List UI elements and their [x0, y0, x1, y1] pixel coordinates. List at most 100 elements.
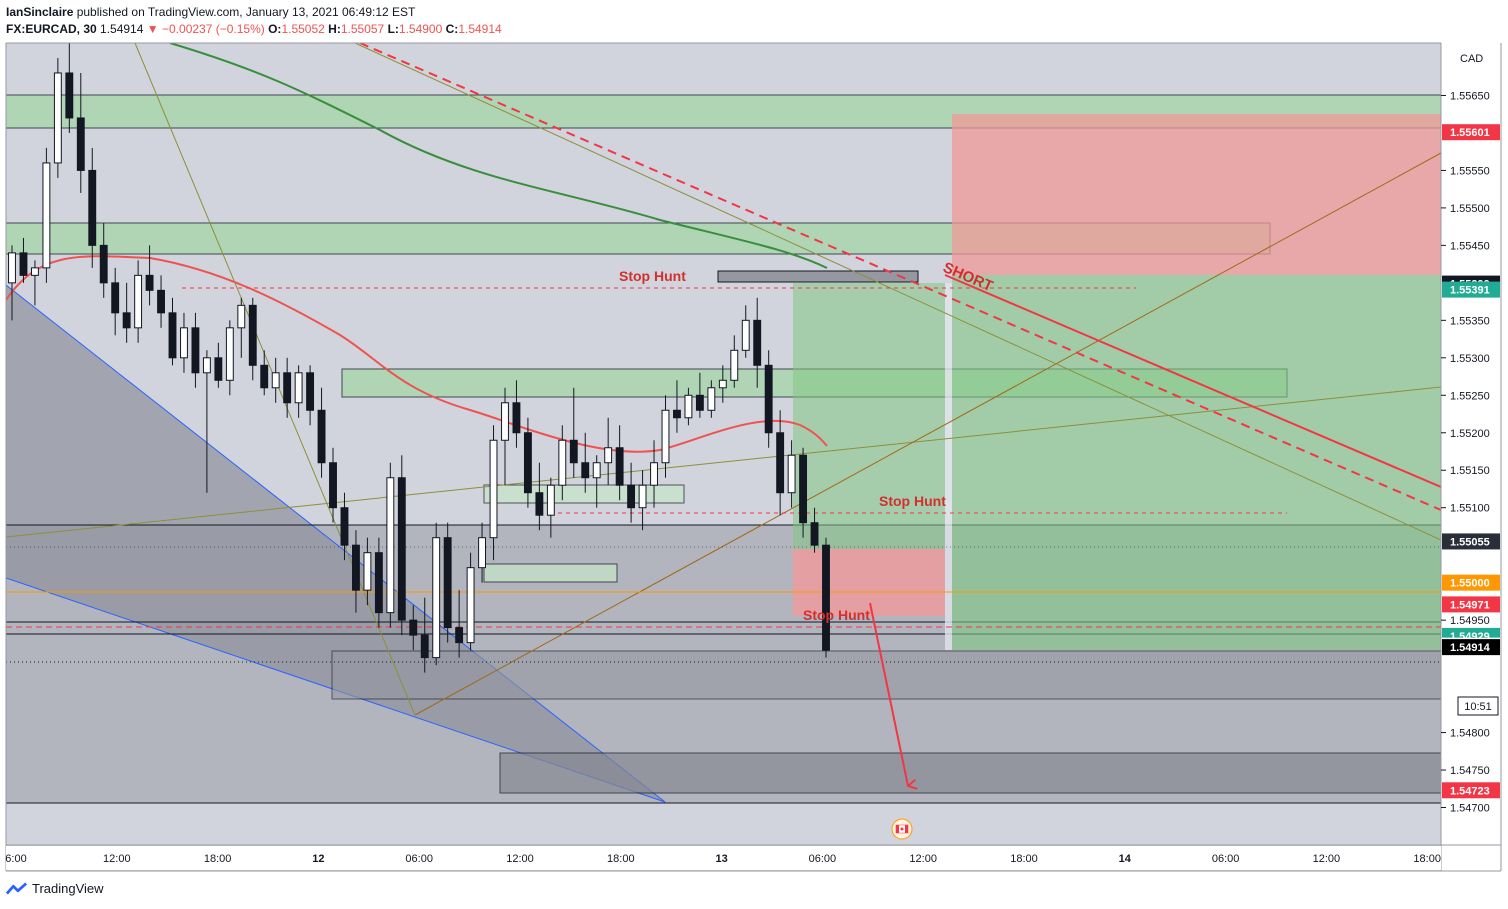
y-tick-label: 1.55350 [1450, 315, 1490, 327]
candle-down [191, 327, 200, 374]
candle-down [443, 537, 452, 629]
candle-down [397, 477, 406, 621]
x-tick-label: 06:00 [1212, 853, 1240, 865]
y-tick-label: 1.55100 [1450, 503, 1490, 515]
candle-down [455, 627, 464, 644]
x-tick-label: 12:00 [909, 853, 937, 865]
candle-up [8, 252, 16, 284]
candle-up [638, 484, 647, 509]
publish-line: IanSinclaire published on TradingView.co… [6, 5, 415, 19]
price-change: −0.00237 (−0.15%) [162, 22, 265, 36]
trendline-red-solid [944, 274, 1441, 488]
price-axis-ticks: 1.55650 1.55550 1.55500 1.55450 1.55350 1.553… [1441, 90, 1490, 815]
price-axis[interactable] [1442, 44, 1500, 844]
y-tick-label: 1.54700 [1450, 803, 1490, 815]
candle-down [810, 522, 819, 546]
position-gap [945, 283, 952, 650]
candle-up [558, 439, 567, 486]
candle-down [76, 117, 85, 171]
candle-up [432, 537, 441, 659]
candle-down [753, 319, 762, 366]
publish-info: published on TradingView.com, January 13… [73, 5, 416, 19]
zone-line-box [6, 621, 1441, 635]
open-label: O: [268, 22, 282, 36]
candle-up [271, 372, 280, 389]
candle-down [329, 462, 337, 509]
candle-down [535, 492, 544, 516]
low-label: L: [387, 22, 399, 36]
stop-hunt-label-3: Stop Hunt [803, 607, 870, 623]
candle-down [764, 364, 773, 434]
candle-down [512, 402, 521, 434]
x-tick-label: 12:00 [1313, 853, 1341, 865]
x-tick-label: 06:00 [405, 853, 433, 865]
candle-up [650, 462, 658, 486]
price-label-box [1442, 574, 1500, 591]
price-label-box [1442, 596, 1500, 613]
tradingview-logo-icon [6, 881, 28, 894]
stop-hunt-label-2: Stop Hunt [879, 493, 946, 509]
candle-down [695, 394, 704, 411]
symbol-label: FX:EURCAD, 30 [6, 22, 97, 36]
candle-down [776, 432, 785, 494]
price-label-text: 1.55055 [1450, 536, 1490, 548]
candle-down [569, 439, 578, 464]
candle-up [478, 537, 486, 569]
y-tick-label: 1.55250 [1450, 390, 1490, 402]
canada-flag-leaf [900, 827, 904, 831]
ohlc-line: FX:EURCAD, 30 1.54914 ▼ −0.00237 (−0.15%… [6, 22, 502, 36]
price-label-text: 1.55391 [1450, 285, 1490, 297]
price-labels: 1.556011.553991.553911.550551.550001.549… [1442, 124, 1500, 799]
candle-down [306, 372, 315, 411]
x-tick-label: 18:00 [1010, 853, 1038, 865]
price-label-text: 1.55601 [1450, 127, 1490, 139]
x-tick-label: 6:00 [5, 853, 26, 865]
candle-down [374, 552, 383, 614]
ma-green [169, 43, 828, 269]
candle-up [741, 319, 750, 351]
candle-up [684, 394, 693, 419]
short-target-area [952, 275, 1441, 650]
candle-up [30, 267, 39, 276]
zone-box-5 [717, 270, 919, 283]
candle-up [225, 327, 234, 381]
candle-down [214, 357, 223, 381]
price-label-box [1442, 281, 1500, 298]
candle-up [42, 162, 51, 269]
price-label-box [1442, 533, 1500, 550]
y-tick-label: 1.55200 [1450, 428, 1490, 440]
footer-brand[interactable]: TradingView [6, 881, 104, 896]
candle-down [822, 544, 830, 651]
canada-flag-right [905, 825, 908, 833]
range-box [6, 524, 1441, 804]
candle-up [386, 477, 395, 614]
candle-down [157, 289, 165, 314]
y-tick-label: 1.54800 [1450, 728, 1490, 740]
candle-up [134, 274, 143, 329]
high-label: H: [328, 22, 341, 36]
x-tick-label: 14 [1119, 853, 1132, 865]
candle-down [352, 544, 360, 591]
candle-up [730, 349, 739, 381]
x-tick-label: 13 [715, 853, 727, 865]
candle-up [718, 379, 727, 389]
canada-flag-left [896, 825, 899, 833]
candle-down [627, 484, 636, 509]
candle-down [111, 282, 120, 314]
candle-up [180, 327, 188, 359]
projection-arrow [869, 602, 908, 786]
trendline-brown [414, 152, 1441, 716]
candle-up [237, 304, 246, 329]
candle-up [661, 409, 670, 464]
candle-down [168, 312, 177, 359]
candle-down [799, 454, 808, 524]
publisher-name: IanSinclaire [6, 5, 74, 19]
candle-down [340, 507, 349, 546]
candle-up [592, 462, 601, 479]
candle-up [363, 552, 372, 591]
time-axis[interactable] [6, 846, 1441, 870]
candle-down [409, 619, 418, 636]
countdown-box [1457, 696, 1499, 716]
candle-up [202, 357, 211, 374]
